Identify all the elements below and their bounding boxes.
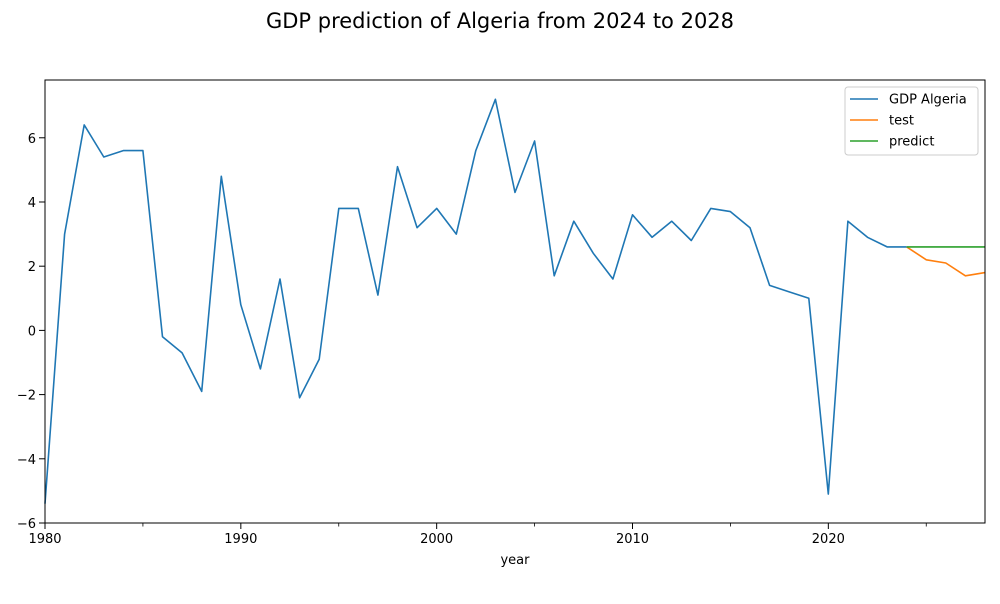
y-tick-label: −2 <box>17 389 36 404</box>
series-line-test <box>906 246 986 277</box>
y-tick-label: 0 <box>28 324 36 339</box>
y-tick-label: 2 <box>28 260 36 275</box>
x-axis: 1980 1990 2000 2010 2020 <box>28 523 927 547</box>
legend-label: test <box>889 114 914 129</box>
legend: GDP Algeria test predict <box>844 86 979 156</box>
plot-frame <box>44 79 986 524</box>
chart-title: GDP prediction of Algeria from 2024 to 2… <box>266 9 734 33</box>
y-tick-label: 6 <box>28 132 36 147</box>
x-tick-label: 1980 <box>28 532 61 547</box>
y-axis: −6 −4 −2 0 2 4 6 <box>17 132 45 532</box>
legend-box <box>844 86 979 156</box>
y-tick-label: 4 <box>28 196 36 211</box>
y-tick-label: −6 <box>17 517 36 532</box>
legend-label: GDP Algeria <box>889 93 967 108</box>
x-tick-label: 2010 <box>616 532 649 547</box>
legend-label: predict <box>889 135 934 150</box>
plot-area <box>44 98 986 504</box>
x-axis-label: year <box>500 553 530 568</box>
x-tick-label: 2020 <box>812 532 845 547</box>
series-line-gdp-algeria <box>44 98 907 504</box>
y-tick-label: −4 <box>17 453 36 468</box>
x-tick-label: 1990 <box>224 532 257 547</box>
x-tick-label: 2000 <box>420 532 453 547</box>
